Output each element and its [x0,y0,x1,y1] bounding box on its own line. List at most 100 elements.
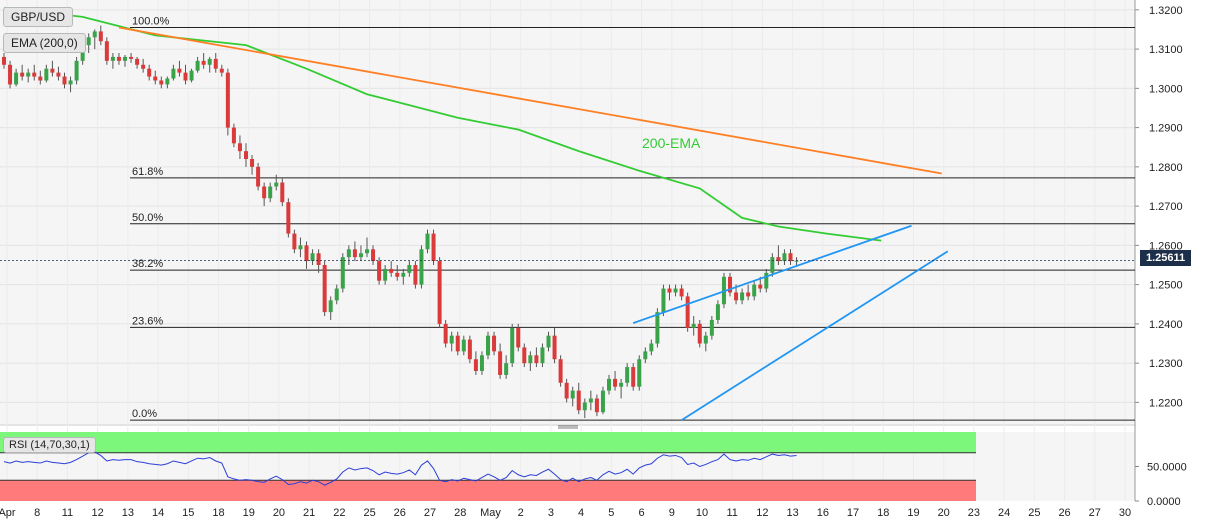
ema-indicator-label[interactable]: EMA (200,0) [3,33,86,53]
candle-body [552,335,557,360]
x-tick-label: 6 [638,507,644,519]
candle-body [165,78,170,85]
candle [147,64,152,81]
candle-body [607,378,611,391]
candle [709,316,714,340]
candle-body [486,335,490,356]
candle-body [219,68,224,73]
candle [195,56,200,73]
x-tick-label: 12 [756,507,768,519]
candle [316,249,321,273]
candle-body [2,56,6,65]
candle-body [346,249,351,258]
candle-body [613,378,618,387]
candle-body [546,335,551,348]
candle [516,323,521,352]
candle [661,284,666,317]
pane-resize-handle[interactable] [558,425,578,429]
candle [250,155,255,175]
x-tick-label: 24 [998,507,1010,519]
candle [183,64,188,85]
candle-body [358,253,363,258]
candle [582,398,587,419]
x-tick-label: 4 [578,507,584,519]
x-tick-label: 18 [877,507,889,519]
candle [26,68,31,83]
candle-body [116,56,121,61]
main-plot-area [0,0,1135,424]
candle-body [62,76,67,85]
candle-body [280,182,285,203]
candle-body [752,284,757,297]
candle-body [703,335,708,344]
x-tick-label: 26 [394,507,406,519]
candle-body [516,327,521,348]
candle [576,382,581,415]
candle [32,64,37,81]
x-tick-label: 28 [454,507,466,519]
candle [395,265,400,281]
candle-body [310,253,315,262]
candle [419,245,424,289]
x-tick-label: 26 [1058,507,1070,519]
candle-body [389,268,394,273]
candle [334,284,339,305]
candle [371,245,376,265]
rsi-label[interactable]: RSI (14,70,30,1) [3,437,96,453]
fib-level-label: 38.2% [132,258,163,270]
candle-body [431,233,436,262]
y-tick-label: 1.2800 [1149,162,1183,174]
candle [165,76,170,89]
candle-body [104,41,109,61]
candle [607,374,611,395]
y-tick-label: 1.3000 [1149,83,1183,95]
x-tick-label: 11 [62,507,73,519]
candle [141,58,146,73]
candle [534,347,539,368]
y-tick-label: 1.2700 [1149,201,1183,213]
candle [625,363,630,387]
x-tick-label: May [480,507,501,519]
candle-body [365,249,369,254]
candle-body [619,382,624,387]
candle-body [322,265,327,313]
x-tick-label: 27 [424,507,436,519]
candle-body [237,143,242,152]
candle-body [328,300,333,313]
x-tick-label: Apr [0,507,16,519]
candle [2,53,6,69]
last-price-badge: 1.25611 [1140,250,1192,266]
x-tick-label: 20 [273,507,285,519]
x-tick-label: 13 [122,507,134,519]
candle-body [316,253,321,265]
candle [159,76,164,89]
candle-body [558,359,563,383]
candle [498,343,503,379]
candle [292,229,297,254]
symbol-label: GBP/USD [3,7,74,27]
fib-level-label: 23.6% [132,315,163,327]
fib-level-label: 100.0% [132,15,170,27]
candle-body [225,72,230,128]
candle-body [770,257,775,273]
candle-body [189,70,194,81]
candle [171,64,176,81]
candle [268,182,273,203]
candle-body [274,182,279,187]
y-tick-label: 1.2200 [1149,397,1183,409]
candle [189,68,194,83]
candle-body [528,355,533,364]
candle-body [231,127,236,144]
candle-body [286,202,291,234]
candle-body [625,367,630,383]
candle-body [352,249,357,258]
candle-body [413,265,418,285]
candle [479,351,484,375]
candles [2,25,799,419]
candle [365,237,369,258]
candle-body [600,390,605,413]
candle [401,268,406,285]
candle-body [268,186,273,199]
candle [679,284,684,301]
